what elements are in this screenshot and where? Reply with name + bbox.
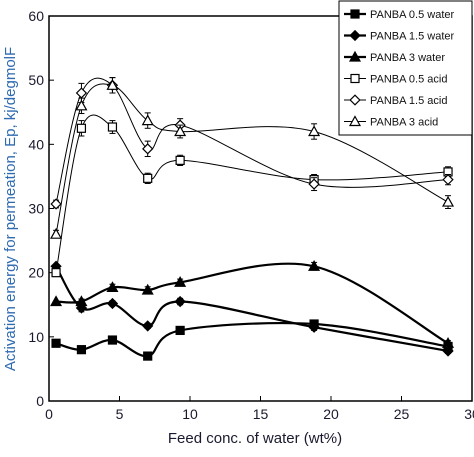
x-tick-label: 15 (253, 406, 269, 422)
series-panba-1-5-water-point (106, 297, 119, 310)
legend-box (338, 0, 473, 136)
legend-panba-0-5-water-marker (350, 9, 360, 19)
series-panba-0-5-acid-line (55, 114, 449, 273)
series-panba-1-5-acid-point (142, 143, 154, 155)
series-panba-0-5-water-point (107, 335, 118, 345)
x-axis-title: Feed conc. of water (wt%) (168, 430, 342, 447)
series-panba-0-5-water-point (143, 351, 153, 361)
series-panba-3-acid-point (174, 125, 187, 137)
series-panba-3-water-point (174, 276, 187, 287)
legend-panba-0-5-water: PANBA 0.5 water (344, 9, 455, 21)
x-tick-label: 0 (45, 406, 53, 422)
series-panba-0-5-acid-point (175, 155, 185, 165)
y-tick-label: 10 (28, 329, 44, 345)
legend-panba-1-5-acid-marker (349, 94, 361, 106)
series-panba-1-5-water-point (308, 321, 320, 333)
y-tick-label: 50 (28, 72, 44, 88)
series-panba-0-5-water-point (175, 325, 185, 336)
legend-panba-3-water-marker (348, 50, 362, 62)
series-panba-1-5-water-point (142, 320, 154, 332)
series-panba-0-5-acid-point (107, 122, 118, 132)
legend-panba-0-5-acid: PANBA 0.5 acid (344, 74, 447, 86)
series-panba-1-5-acid-point (308, 178, 320, 190)
legend-panba-1-5-acid: PANBA 1.5 acid (344, 94, 447, 107)
legend-panba-0-5-water-label: PANBA 0.5 water (370, 9, 455, 21)
legend: PANBA 0.5 water PANBA 1.5 water PANBA 3 wa… (338, 0, 473, 136)
series-panba-0-5-water-point (76, 345, 87, 355)
series-panba-0-5-acid-point (51, 268, 61, 278)
series-panba-3-water-point (308, 260, 321, 271)
y-tick-label: 30 (28, 201, 44, 217)
series-layer (50, 77, 455, 361)
series-panba-1-5-acid-point (50, 198, 62, 210)
legend-panba-3-water-label: PANBA 3 water (370, 52, 445, 64)
series-panba-3-acid-point (106, 79, 119, 90)
series-panba-3-acid-point (75, 99, 88, 111)
series-panba-1-5-acid-point (75, 87, 88, 99)
series-panba-0-5-water-point (51, 338, 61, 348)
series-panba-3-water-point (141, 283, 154, 295)
y-tick-label: 20 (28, 265, 44, 281)
ticks-layer: 0 5 10 15 20 25 30 0 10 20 30 40 50 60 (28, 8, 474, 422)
series-panba-3-water-point (50, 295, 63, 307)
y-tick-label: 40 (28, 136, 44, 152)
x-tick-label: 30 (464, 406, 474, 422)
series-panba-3-water-point (442, 337, 455, 348)
x-tick-label: 10 (182, 406, 198, 422)
legend-panba-3-acid: PANBA 3 acid (344, 115, 438, 129)
legend-panba-1-5-water-label: PANBA 1.5 water (370, 31, 455, 43)
series-panba-1-5-water-point (75, 302, 88, 314)
series-panba-3-acid-point (141, 114, 154, 126)
y-tick-label: 0 (36, 393, 44, 409)
series-panba-3-water-point (106, 281, 119, 293)
series-panba-1-5-acid-point (442, 173, 454, 186)
x-tick-label: 25 (394, 406, 410, 422)
x-tick-label: 20 (323, 406, 339, 422)
series-panba-3-acid-point (50, 227, 63, 239)
legend-panba-0-5-acid-marker (350, 73, 360, 84)
legend-panba-3-acid-label: PANBA 3 acid (370, 117, 438, 129)
legend-panba-1-5-water: PANBA 1.5 water (344, 29, 455, 43)
series-panba-3-acid-point (308, 125, 321, 137)
series-panba-0-5-acid-point (143, 173, 153, 183)
series-panba-0-5-acid-point (76, 123, 87, 133)
legend-panba-1-5-water-marker (349, 29, 361, 42)
series-panba-1-5-water-point (442, 345, 454, 357)
y-axis-title: Activation energy for permeation, Ep, kj… (2, 47, 19, 371)
legend-panba-0-5-acid-label: PANBA 0.5 acid (370, 74, 447, 86)
series-panba-3-acid (50, 77, 455, 239)
series-panba-3-water-point (75, 295, 88, 307)
x-tick-label: 5 (116, 406, 124, 422)
legend-panba-1-5-acid-label: PANBA 1.5 acid (370, 95, 447, 107)
y-tick-label: 60 (28, 8, 44, 24)
series-panba-3-water (50, 260, 455, 348)
series-panba-0-5-acid (51, 114, 453, 278)
legend-entries: PANBA 0.5 water PANBA 1.5 water PANBA 3 wa… (344, 9, 455, 129)
legend-panba-3-water: PANBA 3 water (344, 50, 445, 64)
legend-panba-3-acid-marker (348, 115, 362, 127)
series-panba-1-5-water-point (174, 295, 186, 308)
series-panba-3-acid-point (442, 195, 455, 207)
